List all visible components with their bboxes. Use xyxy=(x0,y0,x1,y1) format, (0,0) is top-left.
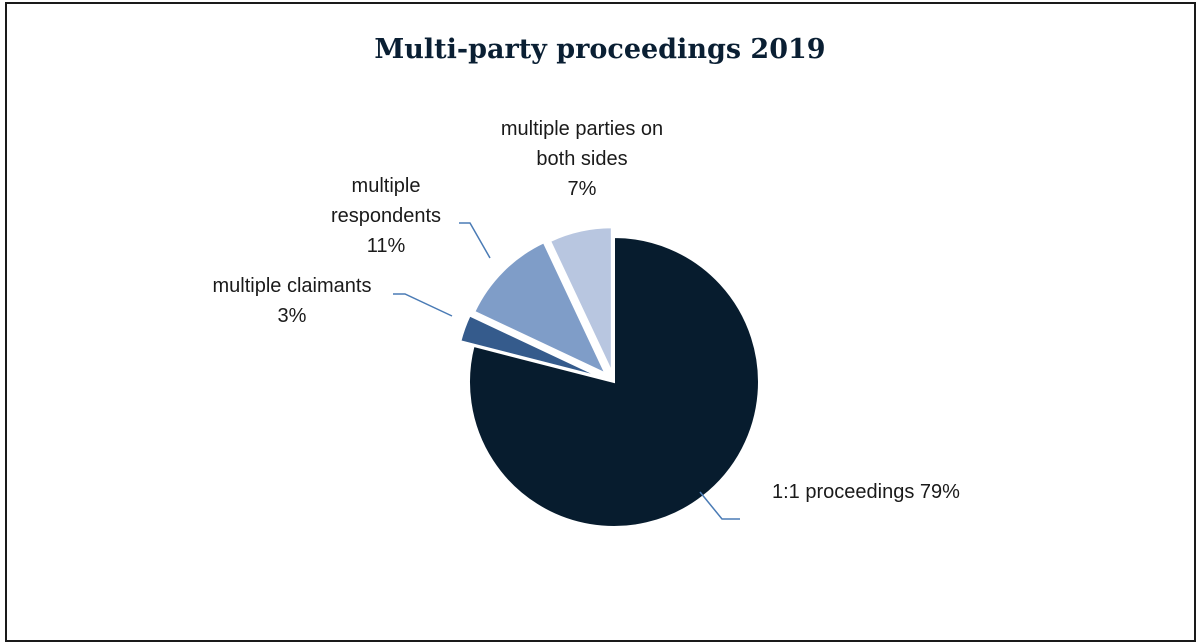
slice-label-1: multiple claimants 3% xyxy=(213,275,372,327)
pie-chart: 1:1 proceedings 79% multiple claimants 3% m… xyxy=(213,118,960,528)
slice-label-3: multiple parties on both sides 7% xyxy=(501,118,663,200)
pie-slice-1 xyxy=(459,314,602,379)
slice-label-0: 1:1 proceedings 79% xyxy=(772,481,960,503)
leader-line-1 xyxy=(393,293,453,317)
pie-slice-3 xyxy=(548,226,613,373)
pie-slice-2 xyxy=(472,240,608,376)
slice-label-2: multiple respondents 11% xyxy=(331,175,441,257)
leader-line-0 xyxy=(699,491,740,520)
chart-title: Multi-party proceedings 2019 xyxy=(374,34,826,65)
leader-line-2 xyxy=(459,222,491,259)
